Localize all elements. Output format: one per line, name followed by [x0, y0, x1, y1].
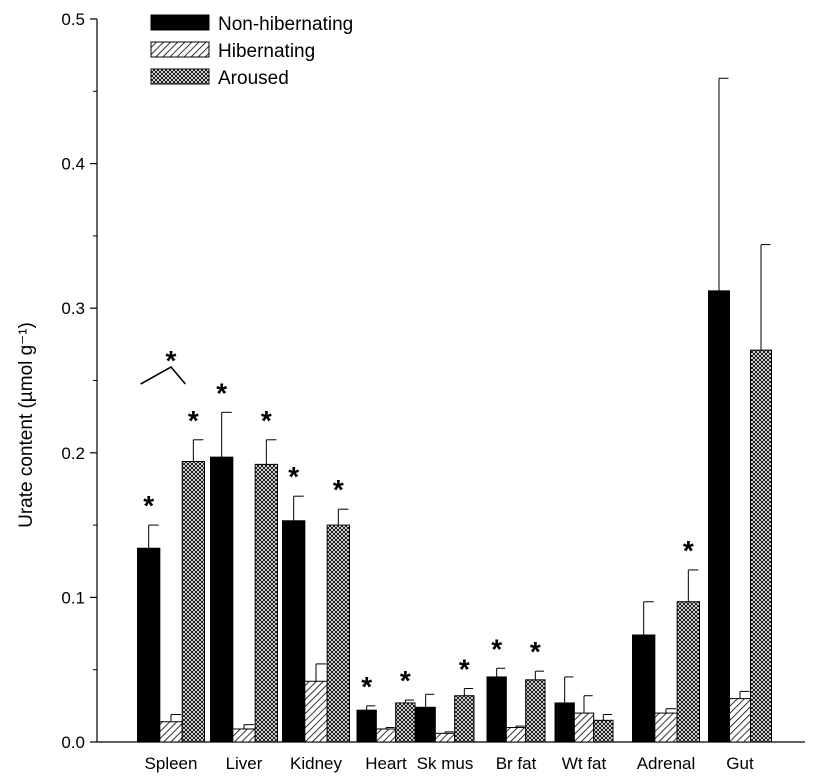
y-axis: 0.0 0.1 0.2 0.3 0.4 0.5	[61, 10, 98, 752]
x-tick-label: Heart	[365, 754, 407, 773]
bar-group	[708, 77, 772, 743]
significance-bracket	[140, 365, 186, 385]
bar	[434, 732, 456, 743]
bar	[210, 456, 234, 743]
y-tick-label: 0.1	[61, 588, 85, 607]
legend-swatch	[150, 68, 210, 85]
bar-group	[137, 439, 206, 743]
y-tick-label: 0.2	[61, 444, 85, 463]
bar	[654, 712, 678, 743]
significance-marker: *	[143, 490, 154, 521]
legend-label: Hibernating	[218, 41, 315, 62]
bar	[676, 601, 701, 743]
x-tick-label: Spleen	[145, 754, 198, 773]
bar	[282, 520, 306, 743]
significance-annotations: * * * * * * * * * * * * *	[140, 345, 694, 702]
bar	[232, 728, 256, 743]
bar	[326, 524, 350, 743]
significance-marker: *	[333, 474, 344, 505]
bar	[554, 702, 575, 743]
significance-marker: *	[361, 671, 372, 702]
bar	[137, 547, 161, 743]
bar	[159, 721, 183, 743]
x-tick-label: Sk mus	[417, 754, 474, 773]
bar-group	[415, 687, 475, 743]
bar-group	[210, 411, 279, 743]
bar	[415, 706, 436, 743]
significance-marker: *	[491, 633, 502, 664]
x-tick-label: Br fat	[496, 754, 537, 773]
x-tick-label: Adrenal	[637, 754, 696, 773]
bar	[304, 680, 328, 743]
y-tick-label: 0.0	[61, 733, 85, 752]
bar	[395, 702, 416, 743]
bar	[375, 728, 397, 743]
y-axis-title: Urate content (µmol g⁻¹)	[16, 322, 37, 528]
bar	[454, 695, 475, 743]
bar	[525, 679, 546, 743]
bar-group	[486, 667, 546, 743]
bar	[505, 727, 527, 743]
bar	[573, 712, 595, 743]
x-tick-label: Gut	[726, 754, 754, 773]
bar	[593, 719, 614, 743]
bar	[729, 698, 751, 743]
bar	[708, 290, 730, 743]
significance-marker: *	[683, 535, 694, 566]
significance-marker: *	[400, 665, 411, 696]
x-tick-label: Liver	[226, 754, 263, 773]
legend-label: Non-hibernating	[218, 14, 353, 35]
y-tick-label: 0.3	[61, 299, 85, 318]
bar	[486, 676, 507, 743]
bar	[750, 349, 772, 743]
bar	[254, 463, 279, 743]
significance-marker: *	[188, 405, 199, 436]
legend-swatch	[150, 14, 210, 31]
bar-group	[356, 699, 416, 743]
x-tick-label: Kidney	[290, 754, 342, 773]
significance-marker: *	[261, 405, 272, 436]
bar	[356, 709, 377, 743]
bracket-significance-marker: *	[166, 345, 177, 376]
bar	[181, 460, 206, 743]
bars	[137, 77, 772, 743]
significance-marker: *	[459, 653, 470, 684]
significance-marker: *	[288, 461, 299, 492]
legend-swatch	[150, 41, 210, 58]
y-tick-label: 0.4	[61, 155, 85, 174]
x-tick-label: Wt fat	[562, 754, 607, 773]
bar	[632, 634, 656, 743]
bar-group	[632, 569, 701, 743]
x-axis: Spleen Liver Kidney Heart Sk mus Br fat Wt fat…	[97, 741, 805, 773]
significance-marker: *	[530, 636, 541, 667]
legend-label: Aroused	[218, 68, 289, 89]
legend: Non-hibernating Hibernating Aroused	[150, 14, 353, 89]
significance-marker: *	[216, 377, 227, 408]
bar-group	[282, 495, 350, 743]
y-tick-label: 0.5	[61, 10, 85, 29]
bar-group	[554, 676, 614, 743]
